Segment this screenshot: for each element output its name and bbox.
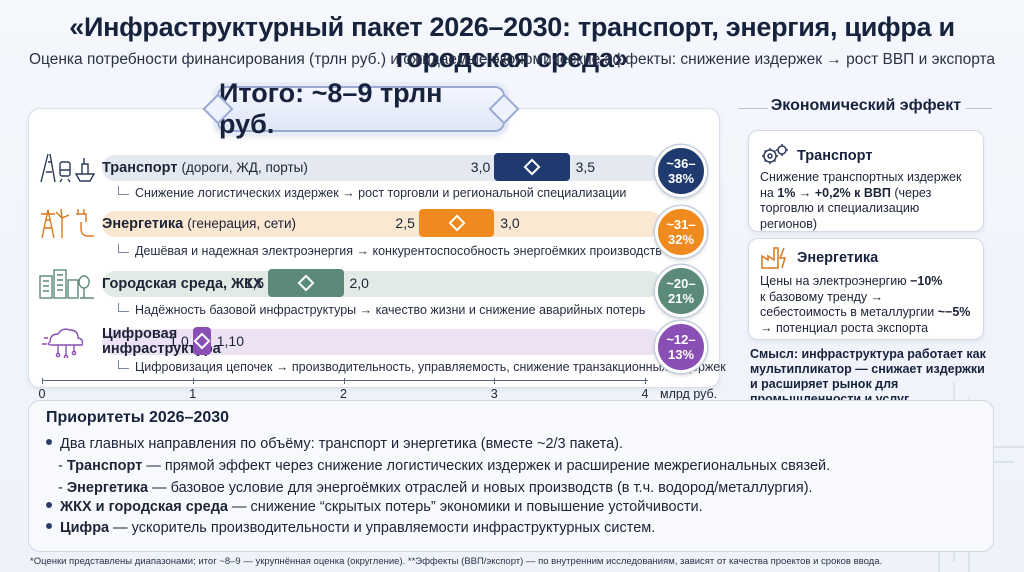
row-desc-urban: Надёжность базовой инфраструктуры → каче… bbox=[118, 303, 645, 317]
gears-icon bbox=[762, 144, 788, 164]
energy-icon bbox=[41, 208, 94, 239]
x-tick-0 bbox=[42, 378, 43, 384]
x-axis bbox=[42, 380, 648, 381]
priority-line-4: ЖКХ и городская среда — снижение “скрыты… bbox=[46, 499, 703, 515]
x-tick-4 bbox=[645, 378, 646, 384]
digital-cloud-icon bbox=[42, 328, 84, 358]
row-desc-digital: Цифровизация цепочек → производительност… bbox=[118, 360, 726, 374]
row-label-transport: Транспорт (дороги, ЖД, порты) bbox=[102, 160, 308, 176]
x-tick-label-3: 3 bbox=[490, 387, 498, 401]
priority-line-5: Цифра — ускоритель производительности и … bbox=[46, 520, 655, 536]
priority-line-3: - Энергетика — базовое условие для энерг… bbox=[58, 480, 813, 496]
transport-icon bbox=[40, 153, 96, 183]
page-title: «Инфраструктурный пакет 2026–2030: транс… bbox=[69, 12, 955, 73]
x-tick-label-2: 2 bbox=[340, 387, 347, 401]
low-value-urban: 1,5 bbox=[244, 275, 265, 291]
high-value-energy: 3,0 bbox=[500, 215, 520, 231]
high-value-digital: 1,10 bbox=[216, 333, 244, 349]
row-label-urban: Городская среда, ЖКХ bbox=[102, 276, 263, 292]
x-tick-2 bbox=[343, 378, 345, 384]
x-tick-label-1: 1 bbox=[189, 387, 197, 401]
row-desc-energy: Дешёвая и надежная электроэнергия → конк… bbox=[118, 244, 662, 258]
x-axis-label: млрд руб. bbox=[660, 387, 718, 401]
footnote: *Оценки представлены диапазонами; итог ~… bbox=[30, 556, 883, 567]
low-value-energy: 2,5 bbox=[395, 215, 415, 231]
x-tick-1 bbox=[192, 378, 194, 384]
low-value-digital: 1,0 bbox=[169, 333, 189, 349]
priority-line-2: - Транспорт — прямой эффект через снижен… bbox=[58, 458, 831, 474]
effect-divider-right bbox=[966, 108, 992, 109]
effect-meaning: Смысл: инфраструктура работает как мульт… bbox=[750, 347, 986, 406]
high-value-urban: 2,0 bbox=[349, 275, 369, 291]
low-value-transport: 3,0 bbox=[470, 159, 491, 175]
priorities-title: Приоритеты 2026–2030 bbox=[46, 409, 230, 426]
x-tick-label-4: 4 bbox=[641, 387, 649, 401]
factory-bolt-icon bbox=[761, 247, 787, 269]
share-badge-urban: ~20– 21% bbox=[655, 265, 707, 317]
row-band-urban bbox=[102, 271, 662, 297]
effect-card-energy bbox=[748, 238, 984, 340]
share-badge-digital: ~12– 13% bbox=[655, 321, 707, 373]
effect-card-transport bbox=[748, 130, 984, 232]
row-desc-transport: Снижение логистических издержек → рост т… bbox=[118, 186, 626, 200]
row-label-energy: Энергетика (генерация, сети) bbox=[102, 216, 297, 232]
x-tick-3 bbox=[494, 378, 496, 384]
effect-text-transport: Снижение транспортных издержек на 1% → +… bbox=[760, 170, 962, 231]
high-value-transport: 3,5 bbox=[575, 159, 596, 175]
share-badge-transport: ~36– 38% bbox=[655, 145, 707, 197]
row-band-energy bbox=[102, 211, 662, 237]
page-subtitle: Оценка потребности финансирования (трлн … bbox=[28, 51, 996, 68]
city-icon bbox=[39, 269, 94, 299]
effect-title: Экономический эффект bbox=[770, 97, 962, 114]
priority-line-1: Два главных направления по объёму: транс… bbox=[46, 436, 623, 452]
total-estimate: Итого: ~8–9 трлн руб. bbox=[217, 78, 505, 139]
share-badge-energy: ~31– 32% bbox=[655, 206, 707, 258]
x-tick-label-0: 0 bbox=[38, 387, 46, 401]
effect-text-energy: Цены на электроэнергию −10% к базовому т… bbox=[760, 274, 971, 335]
priorities-panel bbox=[28, 400, 994, 552]
row-label-digital: Цифровая инфраструктура bbox=[102, 326, 221, 357]
effect-divider-left bbox=[738, 108, 768, 109]
effect-head-transport: Транспорт bbox=[797, 148, 873, 164]
effect-head-energy: Энергетика bbox=[797, 250, 879, 266]
